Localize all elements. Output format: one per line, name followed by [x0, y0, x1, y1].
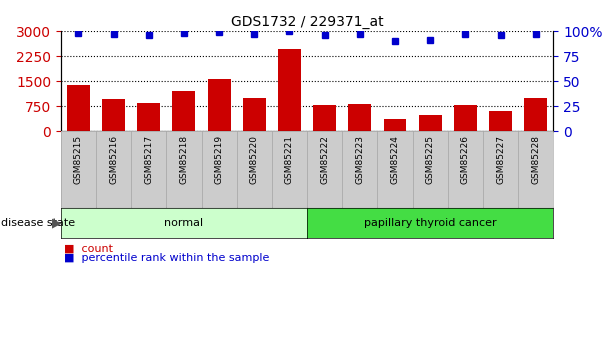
Text: GSM85218: GSM85218: [179, 135, 188, 184]
Text: GSM85222: GSM85222: [320, 135, 329, 184]
Bar: [137, 103, 160, 131]
Bar: [173, 91, 195, 131]
Bar: [208, 79, 230, 131]
Bar: [67, 85, 90, 131]
Text: GSM85224: GSM85224: [390, 135, 399, 184]
Text: ■  count: ■ count: [64, 244, 113, 254]
Text: GSM85220: GSM85220: [250, 135, 259, 184]
Bar: [419, 115, 441, 131]
Bar: [313, 106, 336, 131]
Text: GSM85217: GSM85217: [144, 135, 153, 184]
Text: papillary thyroid cancer: papillary thyroid cancer: [364, 218, 497, 228]
Text: GSM85215: GSM85215: [74, 135, 83, 184]
Bar: [243, 98, 266, 131]
Text: GSM85223: GSM85223: [355, 135, 364, 184]
Title: GDS1732 / 229371_at: GDS1732 / 229371_at: [230, 14, 384, 29]
Text: GSM85219: GSM85219: [215, 135, 224, 184]
Text: GSM85216: GSM85216: [109, 135, 118, 184]
Text: GSM85226: GSM85226: [461, 135, 470, 184]
Bar: [384, 119, 406, 131]
Text: GSM85228: GSM85228: [531, 135, 540, 184]
Bar: [489, 111, 512, 131]
Text: disease state: disease state: [1, 218, 75, 228]
Bar: [454, 106, 477, 131]
Text: GSM85221: GSM85221: [285, 135, 294, 184]
Text: ▶: ▶: [52, 217, 61, 229]
Text: GSM85227: GSM85227: [496, 135, 505, 184]
Text: ■  percentile rank within the sample: ■ percentile rank within the sample: [64, 254, 269, 263]
Bar: [524, 98, 547, 131]
Bar: [348, 104, 371, 131]
Bar: [278, 49, 301, 131]
Text: normal: normal: [164, 218, 204, 228]
Bar: [102, 99, 125, 131]
Text: GSM85225: GSM85225: [426, 135, 435, 184]
